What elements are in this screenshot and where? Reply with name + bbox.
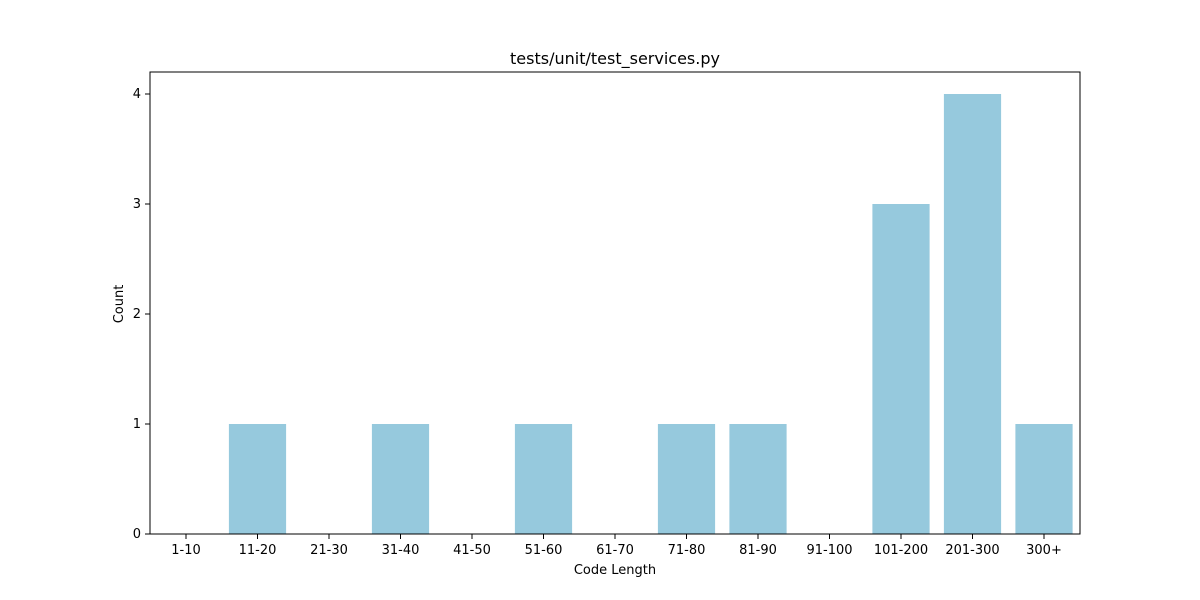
x-tick-label: 81-90 (739, 543, 777, 558)
plot-frame (149, 71, 1081, 535)
x-tick-label: 71-80 (668, 543, 706, 558)
bar-51-60 (514, 424, 573, 534)
bar-11-20 (228, 424, 287, 534)
x-axis-label: Code Length (574, 563, 656, 578)
bar-101-200 (872, 204, 930, 534)
x-tick-label: 11-20 (239, 543, 277, 558)
y-tick-label: 0 (133, 527, 141, 542)
bars-layer (228, 94, 1073, 534)
bar-71-80 (657, 424, 716, 534)
x-tick-label: 31-40 (382, 543, 420, 558)
y-tick-label: 4 (133, 87, 141, 102)
x-tick-label: 91-100 (806, 543, 852, 558)
y-tick-label: 1 (133, 417, 141, 432)
y-tick-label: 3 (133, 197, 141, 212)
x-tick-label: 21-30 (310, 543, 348, 558)
x-tick-label: 61-70 (596, 543, 634, 558)
bar-300+ (1015, 424, 1073, 534)
y-axis-label: Count (112, 285, 127, 324)
x-tick-label: 101-200 (874, 543, 928, 558)
bar-31-40 (371, 424, 430, 534)
x-tick-label: 41-50 (453, 543, 491, 558)
chart-title: tests/unit/test_services.py (510, 49, 720, 69)
x-tick-label: 300+ (1026, 543, 1062, 558)
bar-81-90 (729, 424, 787, 534)
x-tick-label: 1-10 (171, 543, 201, 558)
x-tick-label: 201-300 (945, 543, 999, 558)
bar-201-300 (943, 94, 1002, 534)
axes-layer (149, 71, 1081, 535)
x-tick-label: 51-60 (525, 543, 563, 558)
ticks-layer: 0 1 2 3 4 1-10 11-20 21-30 31-40 41-50 51-60 61-70 7… (133, 87, 1062, 558)
y-tick-label: 2 (133, 307, 141, 322)
